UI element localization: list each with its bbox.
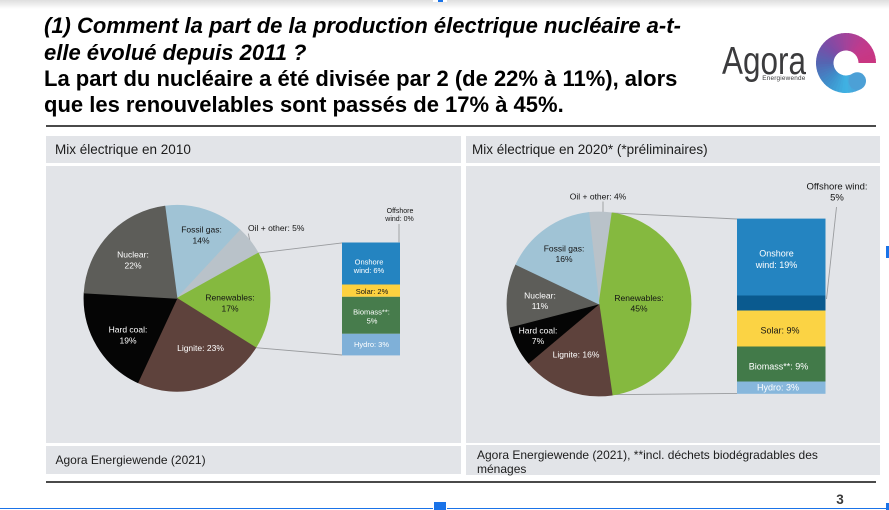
svg-text:Energiewende: Energiewende bbox=[762, 75, 806, 82]
svg-text:Renewables:: Renewables: bbox=[205, 293, 254, 303]
svg-text:Offshore wind:: Offshore wind: bbox=[806, 182, 867, 193]
svg-text:Renewables:: Renewables: bbox=[614, 293, 663, 303]
svg-text:Hydro: 3%: Hydro: 3% bbox=[757, 383, 799, 393]
svg-text:Oil + other: 5%: Oil + other: 5% bbox=[248, 223, 305, 233]
svg-text:19%: 19% bbox=[119, 336, 136, 346]
svg-text:Hard coal:: Hard coal: bbox=[109, 325, 148, 335]
svg-text:Nuclear:: Nuclear: bbox=[524, 291, 556, 301]
svg-text:Onshore: Onshore bbox=[759, 249, 794, 259]
svg-text:Solar: 2%: Solar: 2% bbox=[356, 287, 389, 296]
svg-text:Lignite: 16%: Lignite: 16% bbox=[553, 350, 600, 360]
svg-text:11%: 11% bbox=[532, 301, 549, 311]
svg-text:Fossil gas:: Fossil gas: bbox=[544, 244, 585, 254]
svg-text:Agora: Agora bbox=[722, 40, 806, 83]
svg-text:Onshore: Onshore bbox=[355, 257, 384, 266]
svg-text:5%: 5% bbox=[367, 317, 378, 326]
svg-text:22%: 22% bbox=[124, 261, 141, 271]
svg-text:Hydro: 3%: Hydro: 3% bbox=[354, 340, 389, 349]
svg-text:wind: 19%: wind: 19% bbox=[755, 260, 798, 270]
svg-text:45%: 45% bbox=[630, 304, 647, 314]
svg-text:Lignite: 23%: Lignite: 23% bbox=[177, 343, 224, 353]
svg-text:Fossil gas:: Fossil gas: bbox=[181, 225, 222, 235]
svg-text:Solar: 9%: Solar: 9% bbox=[760, 326, 799, 336]
svg-text:Oil + other: 4%: Oil + other: 4% bbox=[570, 192, 627, 202]
svg-text:Nuclear:: Nuclear: bbox=[117, 250, 149, 260]
svg-text:Biomass**:: Biomass**: bbox=[353, 308, 390, 317]
svg-text:16%: 16% bbox=[555, 254, 572, 264]
svg-text:17%: 17% bbox=[221, 304, 238, 314]
svg-text:wind: 6%: wind: 6% bbox=[353, 266, 385, 275]
svg-text:wind: 0%: wind: 0% bbox=[384, 216, 413, 223]
svg-text:Biomass**: 9%: Biomass**: 9% bbox=[749, 362, 809, 372]
svg-text:7%: 7% bbox=[532, 336, 545, 346]
svg-text:Hard coal:: Hard coal: bbox=[519, 326, 558, 336]
svg-text:Offshore: Offshore bbox=[387, 208, 414, 215]
svg-text:14%: 14% bbox=[192, 236, 209, 246]
svg-text:5%: 5% bbox=[830, 193, 844, 204]
